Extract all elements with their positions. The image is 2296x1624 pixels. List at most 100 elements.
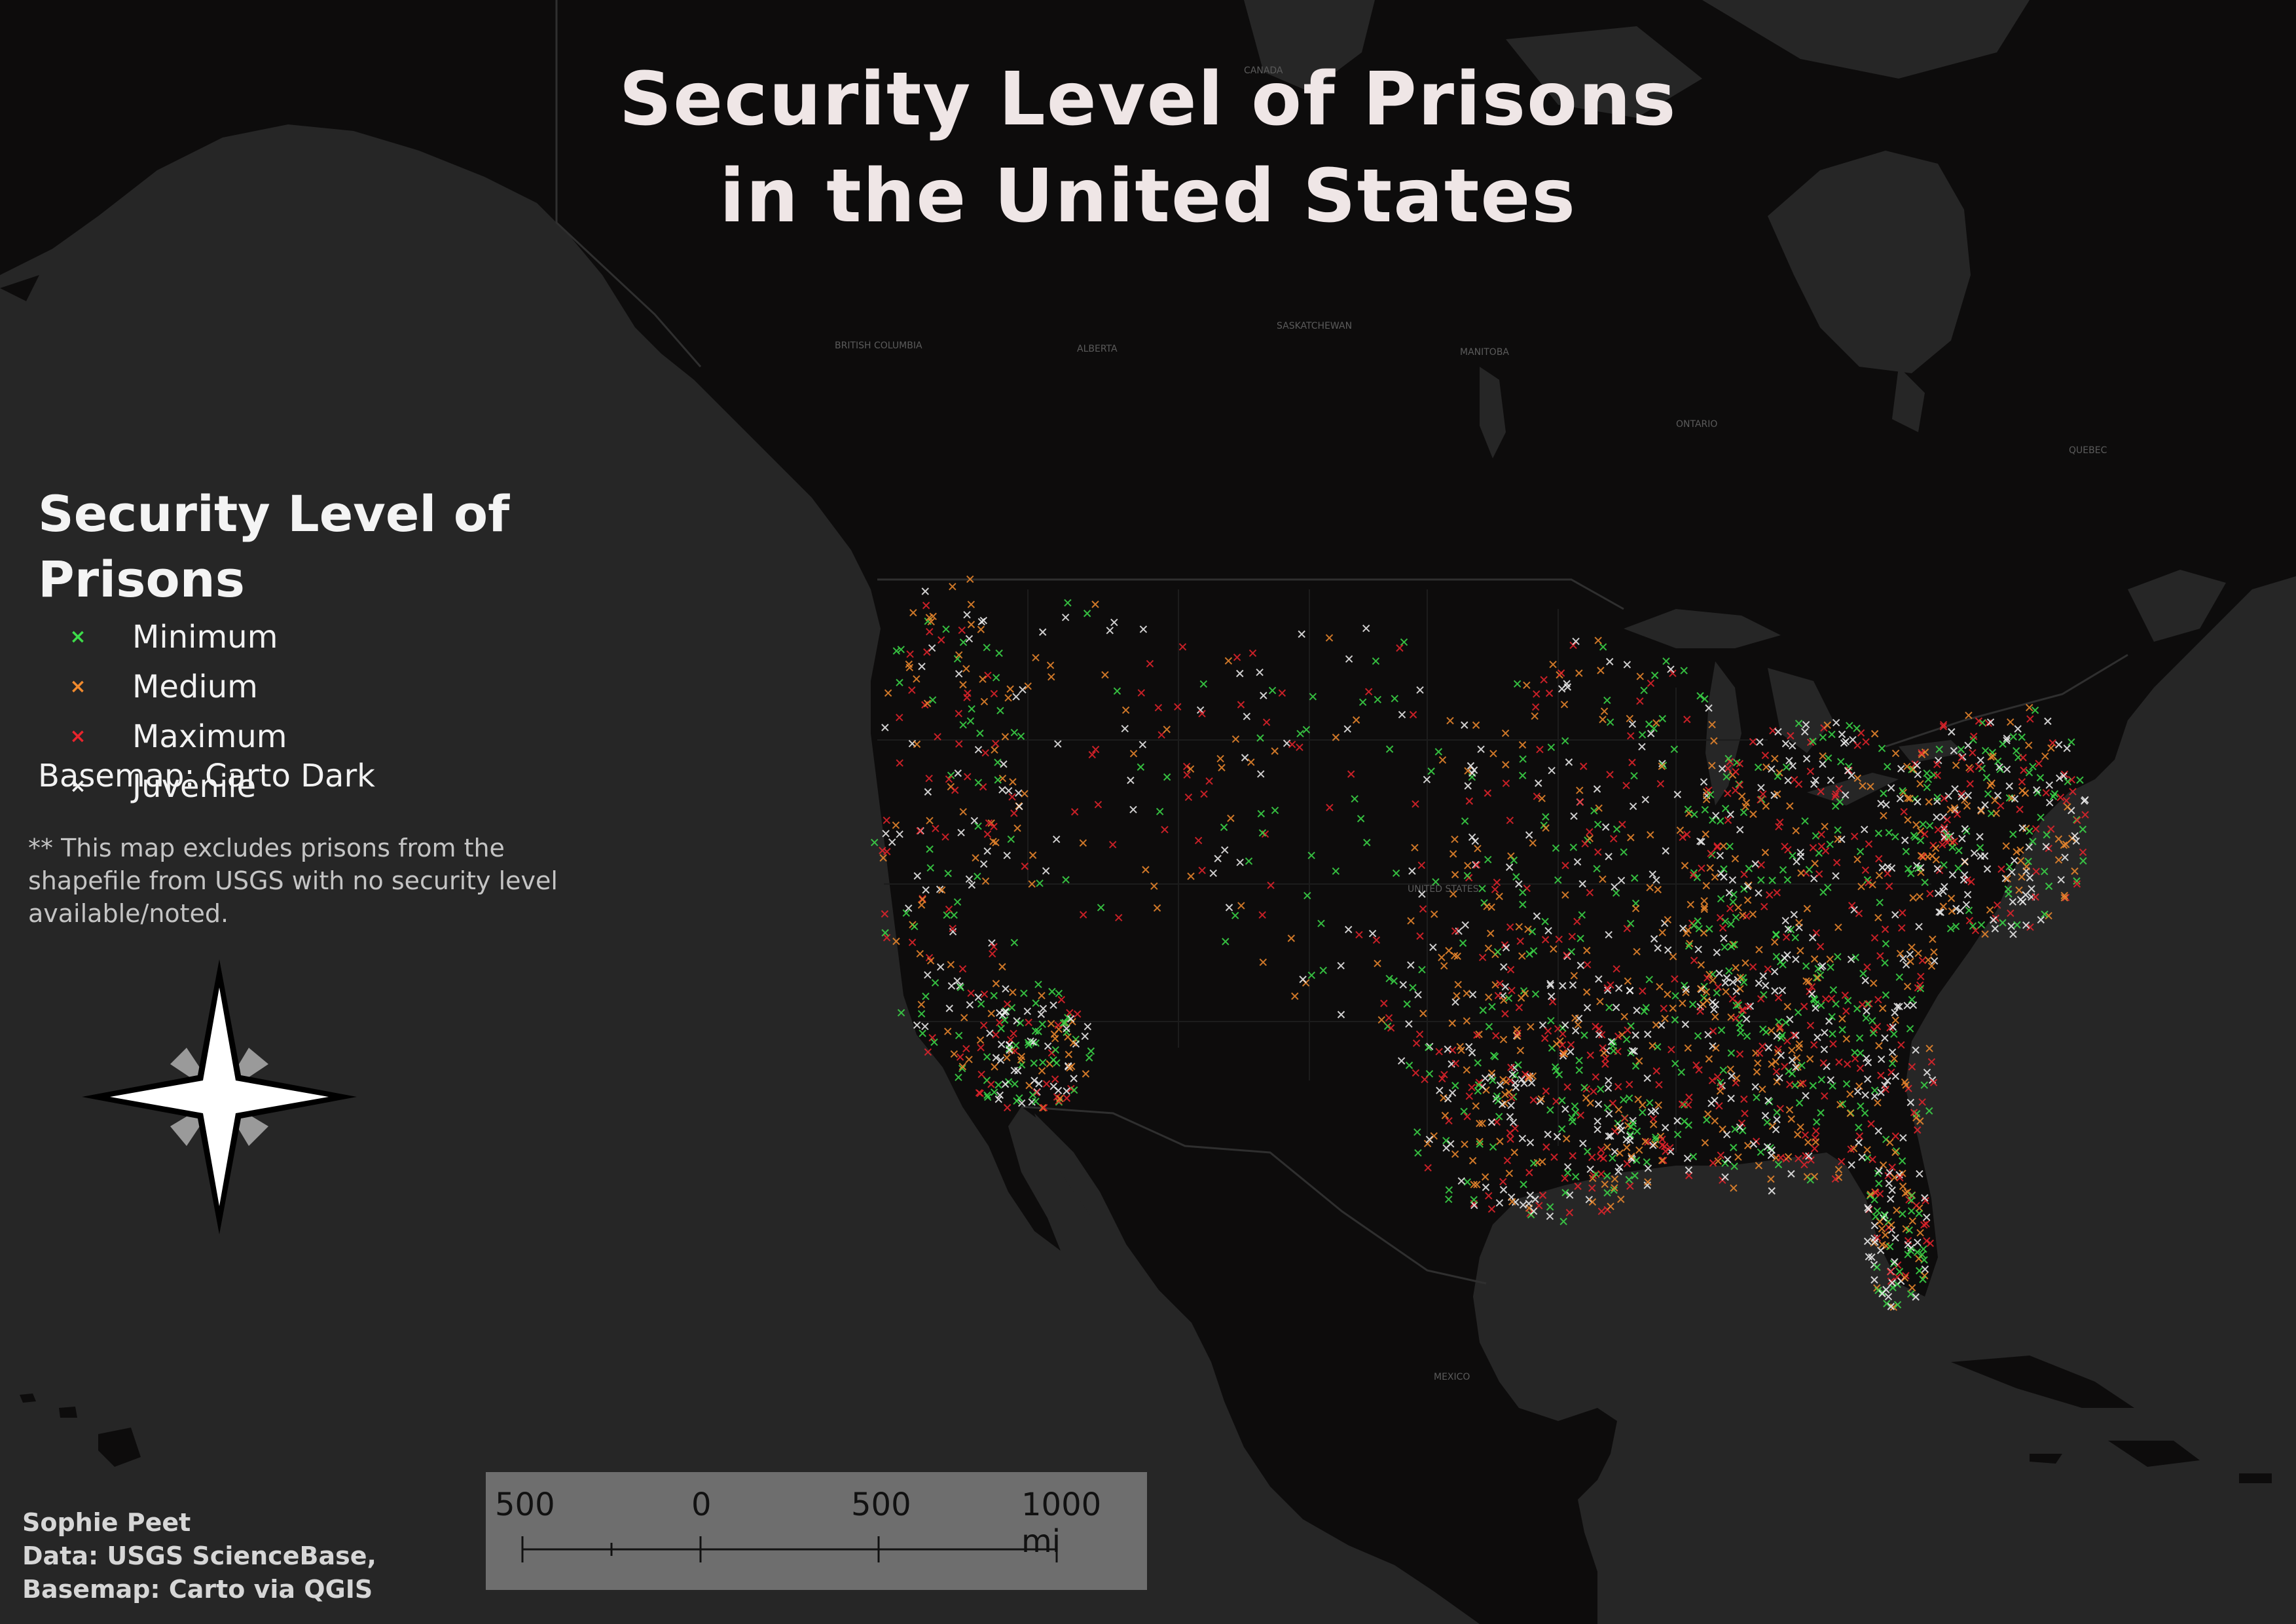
- prison-marker: [2005, 782, 2013, 790]
- prison-marker: [992, 739, 1000, 748]
- prison-marker: [1472, 861, 1481, 869]
- prison-marker: [2001, 874, 2010, 883]
- prison-marker: [1904, 1084, 1912, 1092]
- prison-marker: [1527, 1023, 1535, 1031]
- prison-marker: [990, 1088, 998, 1096]
- prison-marker: [1419, 905, 1427, 913]
- prison-marker: [1701, 1139, 1709, 1147]
- prison-marker: [1921, 878, 1929, 887]
- prison-marker: [1777, 1154, 1785, 1162]
- prison-marker: [1732, 1014, 1740, 1022]
- prison-marker: [1492, 1031, 1500, 1040]
- prison-marker: [1603, 1189, 1611, 1197]
- prison-marker: [1882, 991, 1890, 999]
- map-label-saskatchewan: SASKATCHEWAN: [1277, 321, 1353, 331]
- prison-marker: [1004, 693, 1012, 702]
- prison-marker: [1507, 852, 1515, 860]
- prison-marker: [1904, 865, 1912, 873]
- prison-marker: [1048, 987, 1056, 995]
- prison-marker: [968, 705, 975, 713]
- prison-marker: [1801, 1131, 1810, 1139]
- prison-marker: [1732, 964, 1740, 972]
- prison-marker: [1563, 1163, 1572, 1171]
- prison-marker: [1015, 789, 1023, 797]
- prison-marker: [1837, 1158, 1846, 1166]
- prison-marker: [1958, 790, 1966, 798]
- prison-marker: [1757, 861, 1765, 869]
- prison-marker: [1652, 876, 1660, 884]
- prison-marker: [1374, 695, 1382, 704]
- prison-marker: [1983, 865, 1992, 873]
- northern-channel: [1244, 0, 1375, 92]
- prison-marker: [1425, 1043, 1432, 1052]
- prison-marker: [1613, 965, 1620, 973]
- prison-marker: [1570, 812, 1578, 821]
- prison-marker: [1501, 1090, 1509, 1099]
- prison-marker: [1791, 934, 1799, 942]
- prison-marker: [1873, 1207, 1882, 1215]
- prison-marker: [931, 979, 939, 987]
- prison-marker: [1956, 907, 1964, 915]
- prison-marker: [1878, 1225, 1886, 1233]
- prison-marker: [1576, 1111, 1585, 1119]
- prison-marker: [1696, 692, 1704, 700]
- prison-marker: [1718, 765, 1726, 773]
- prison-marker: [1812, 1127, 1820, 1135]
- prison-marker: [1772, 953, 1781, 961]
- prison-marker: [1798, 1061, 1806, 1069]
- prison-marker: [1862, 738, 1870, 746]
- prison-marker: [1934, 826, 1942, 834]
- prison-marker: [1546, 1212, 1554, 1221]
- prison-marker: [1950, 838, 1959, 845]
- prison-marker: [1644, 1030, 1652, 1039]
- prison-marker: [1529, 1159, 1538, 1168]
- prison-marker: [922, 601, 930, 610]
- prison-marker: [1899, 1134, 1907, 1142]
- prison-marker: [1671, 1016, 1679, 1024]
- prison-marker: [1789, 742, 1796, 750]
- prison-marker: [975, 1089, 983, 1097]
- prison-marker: [1506, 923, 1514, 931]
- prison-marker: [1070, 808, 1079, 816]
- prison-marker: [2045, 882, 2053, 891]
- prison-marker: [2062, 796, 2070, 805]
- prison-marker: [1451, 927, 1459, 935]
- prison-marker: [1032, 1098, 1040, 1105]
- prison-marker: [984, 671, 992, 679]
- prison-marker: [1768, 1060, 1776, 1068]
- prison-marker: [1817, 787, 1825, 796]
- prison-marker: [1908, 1063, 1916, 1071]
- prison-marker: [1605, 931, 1613, 939]
- prison-marker: [966, 575, 974, 583]
- prison-marker: [1805, 866, 1813, 874]
- prison-marker: [974, 746, 983, 754]
- credits-author: Sophie Peet: [22, 1508, 191, 1537]
- prison-marker: [1827, 1076, 1835, 1084]
- prison-marker: [1714, 983, 1722, 991]
- prison-marker: [938, 636, 945, 644]
- prison-marker: [1468, 1048, 1476, 1057]
- prison-marker: [1912, 1202, 1920, 1209]
- prison-marker: [1631, 874, 1639, 882]
- prison-marker: [1923, 1068, 1931, 1077]
- prison-marker: [1848, 902, 1856, 910]
- prison-marker: [1977, 921, 1986, 929]
- prison-marker: [1916, 893, 1923, 900]
- prison-marker: [1539, 1191, 1547, 1199]
- prison-marker: [1755, 979, 1763, 987]
- prison-marker: [1877, 1088, 1885, 1096]
- prison-marker: [1774, 1160, 1783, 1169]
- prison-marker: [1771, 754, 1779, 763]
- prison-marker: [1878, 1289, 1886, 1298]
- prison-marker: [1838, 1015, 1846, 1023]
- prison-marker: [925, 774, 933, 783]
- prison-marker: [1918, 748, 1925, 757]
- prison-marker: [2016, 805, 2024, 813]
- prison-marker: [1929, 935, 1937, 944]
- prison-marker: [994, 1095, 1002, 1103]
- prison-marker: [1782, 763, 1791, 771]
- prison-marker: [1083, 610, 1091, 618]
- prison-marker: [1891, 1132, 1900, 1140]
- prison-marker: [1821, 822, 1829, 830]
